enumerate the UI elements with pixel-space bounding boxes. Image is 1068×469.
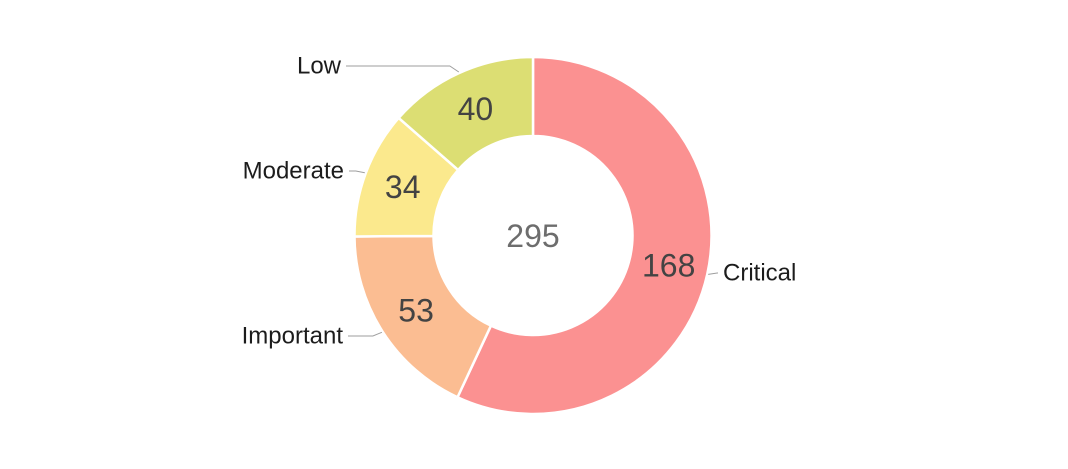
leader-line-low [346,65,460,73]
slice-critical[interactable] [455,55,713,416]
slice-label-low: Low [297,53,342,80]
center-total: 295 [506,218,559,254]
slice-label-important: Important [242,323,344,350]
slice-value-critical: 168 [642,248,695,284]
leader-line-moderate [349,170,365,174]
slice-value-moderate: 34 [385,169,421,205]
leader-line-critical [708,272,718,275]
slice-value-low: 40 [458,91,494,127]
slice-label-moderate: Moderate [243,158,344,185]
slice-important[interactable] [353,234,493,399]
slice-value-important: 53 [398,293,434,329]
slice-label-critical: Critical [723,260,796,287]
slice-low[interactable] [396,55,535,172]
slices-group [353,55,713,416]
leader-line-important [348,331,383,337]
leader-lines-group [346,65,718,337]
